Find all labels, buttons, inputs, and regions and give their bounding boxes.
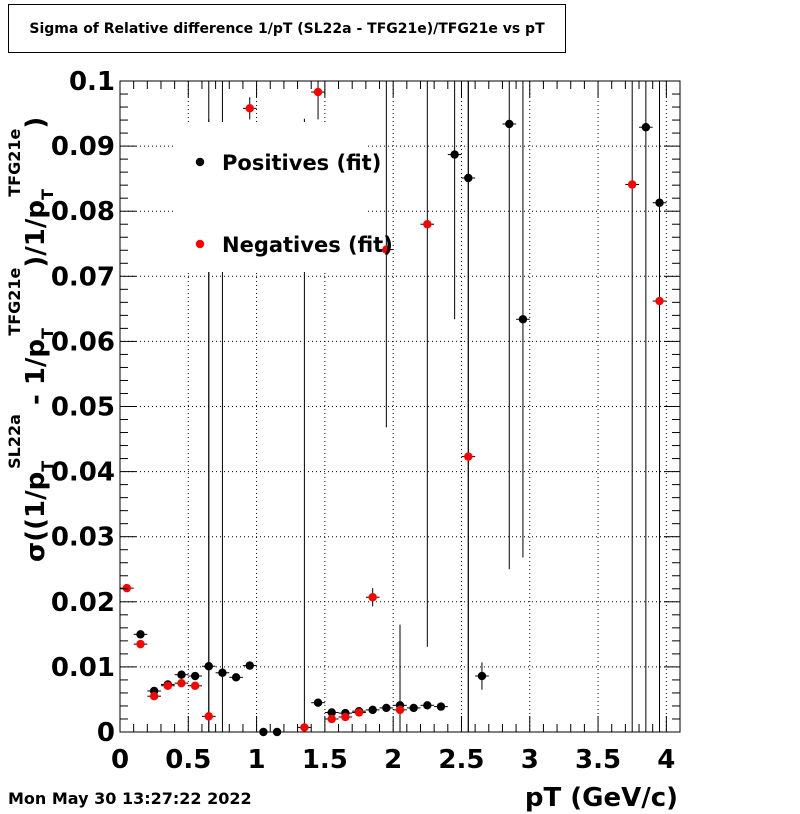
point-positives <box>436 702 446 711</box>
point-positives <box>450 150 459 159</box>
x-tick-label: 2 <box>384 745 402 775</box>
x-tick-label: 1.5 <box>302 745 348 775</box>
y-tick-label: 0.06 <box>51 327 115 357</box>
legend-marker-negatives <box>195 239 205 249</box>
y-tick-label: 0.07 <box>51 262 115 292</box>
point-positives <box>245 661 254 670</box>
x-tick-label: 1 <box>248 745 266 775</box>
point-negatives <box>423 220 432 229</box>
chart-title: Sigma of Relative difference 1/pT (SL22a… <box>8 4 566 53</box>
point-positives <box>464 173 473 183</box>
x-tick-label: 3.5 <box>575 745 621 775</box>
x-tick-label: 3 <box>521 745 539 775</box>
point-negatives <box>149 691 159 701</box>
data-points <box>122 87 664 737</box>
point-negatives <box>122 583 132 593</box>
y-tick-label: 0.09 <box>51 132 115 162</box>
x-tick-label: 4 <box>657 745 675 775</box>
point-positives <box>190 671 200 681</box>
point-positives <box>423 701 432 710</box>
point-negatives <box>341 712 350 722</box>
legend-label-positives: Positives (fit) <box>222 151 381 175</box>
point-positives <box>641 123 651 132</box>
point-positives <box>136 630 145 639</box>
point-negatives <box>177 678 186 688</box>
point-negatives <box>313 87 323 97</box>
point-positives <box>231 673 241 682</box>
point-positives <box>655 198 664 207</box>
point-positives <box>218 668 227 677</box>
x-axis-title: pT (GeV/c) <box>525 783 678 813</box>
point-negatives <box>327 714 336 724</box>
point-negatives <box>627 180 637 189</box>
y-axis-ticks: 0 0.01 0.02 0.03 0.04 0.05 0.06 0.07 0.08 0.09 0.1 <box>51 67 680 748</box>
y-tick-label: 0.01 <box>51 653 115 683</box>
point-negatives <box>368 593 377 602</box>
y-tick-label: 0.02 <box>51 588 115 618</box>
legend-marker-positives <box>195 157 205 167</box>
point-negatives <box>464 452 473 461</box>
point-negatives <box>204 712 213 721</box>
point-negatives <box>382 245 391 254</box>
legend-box <box>175 122 365 272</box>
point-positives <box>313 698 323 707</box>
x-tick-label: 0 <box>111 745 129 775</box>
point-positives <box>368 705 377 715</box>
timestamp: Mon May 30 13:27:22 2022 <box>8 789 252 808</box>
point-positives <box>505 119 514 129</box>
y-axis-title: σ((1/pTSL22a - 1/pTTFG21e)/1/pTTFG21e) <box>5 117 57 562</box>
point-negatives <box>300 723 309 732</box>
point-positives <box>177 670 186 679</box>
point-negatives <box>163 681 173 690</box>
y-tick-label: 0.08 <box>51 197 115 227</box>
y-tick-label: 0.05 <box>51 393 115 423</box>
point-positives <box>327 708 336 717</box>
legend-label-negatives: Negatives (fit) <box>222 233 393 257</box>
point-positives <box>477 671 487 681</box>
point-positives <box>409 703 418 713</box>
x-axis-ticks: 0 0.5 1 1.5 2 2.5 3 3.5 4 <box>111 81 681 775</box>
y-tick-label: 0.03 <box>51 523 115 553</box>
y-tick-label: 0.04 <box>51 458 115 488</box>
point-negatives <box>395 705 405 715</box>
point-negatives <box>245 104 254 113</box>
point-negatives <box>136 639 145 649</box>
point-negatives <box>190 681 200 690</box>
y-tick-label: 0.1 <box>69 67 115 97</box>
point-positives <box>382 703 391 713</box>
x-tick-label: 0.5 <box>165 745 211 775</box>
point-positives <box>518 315 528 324</box>
point-positives <box>204 662 213 671</box>
point-negatives <box>354 708 364 717</box>
x-tick-label: 2.5 <box>438 745 484 775</box>
point-negatives <box>655 296 664 306</box>
y-tick-label: 0 <box>97 718 115 748</box>
